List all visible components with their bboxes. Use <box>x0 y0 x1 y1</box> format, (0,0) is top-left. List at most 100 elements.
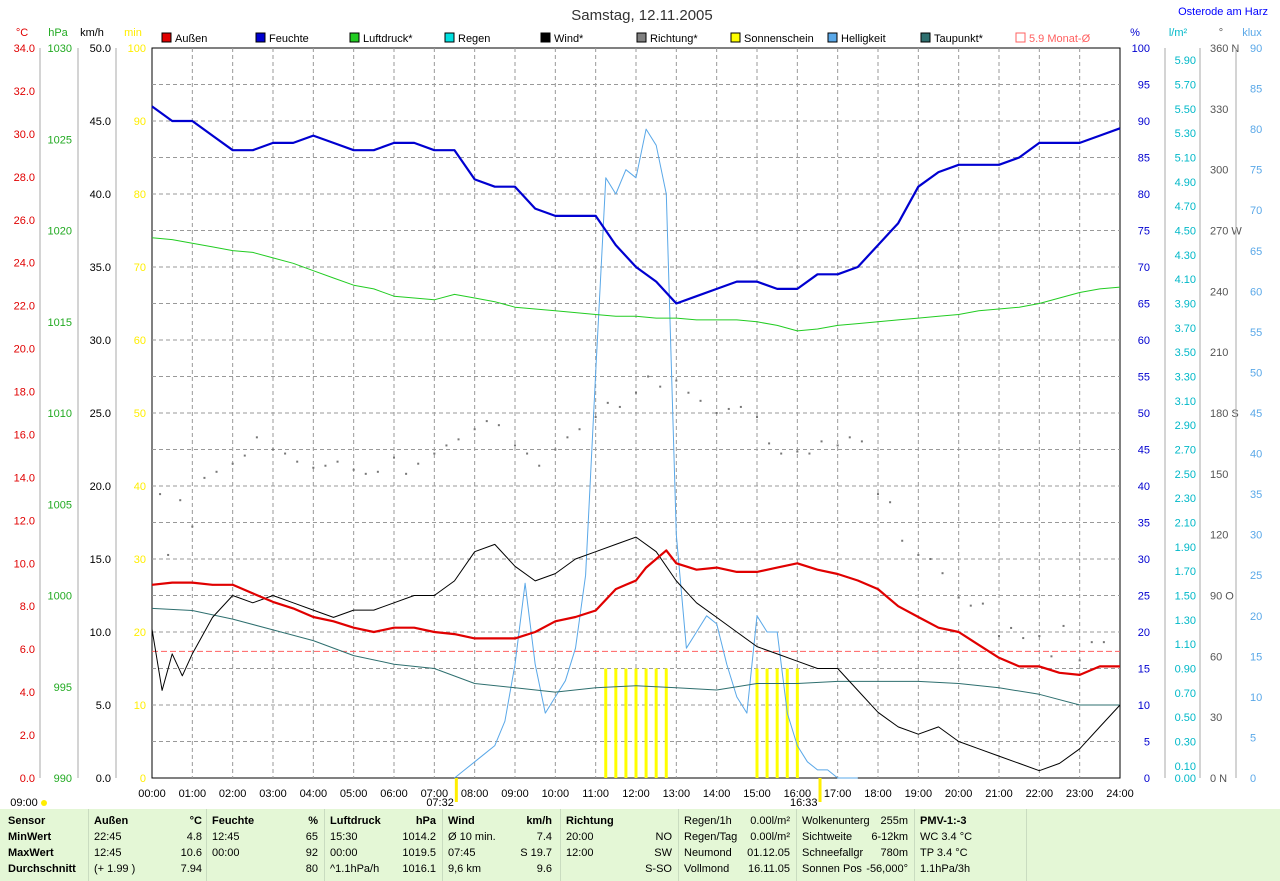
pct-tick-label: 35 <box>1138 518 1150 530</box>
direction-point <box>1062 624 1065 627</box>
rain-tick-label: 0.30 <box>1175 737 1196 749</box>
hpa-tick-label: 990 <box>54 773 72 785</box>
klux-tick-label: 0 <box>1250 773 1256 785</box>
kmh-tick-label: 50.0 <box>90 43 111 55</box>
rain-axis-unit: l/m² <box>1169 27 1188 39</box>
sunshine-bar <box>614 668 618 778</box>
x-tick-label: 09:00 <box>501 788 529 800</box>
klux-tick-label: 20 <box>1250 611 1262 623</box>
direction-point <box>393 456 395 459</box>
rain-tick-label: 4.90 <box>1175 177 1196 189</box>
temp-tick-label: 2.0 <box>20 730 35 742</box>
hpa-tick-label: 995 <box>54 682 72 694</box>
direction-point <box>445 444 448 447</box>
kmh-tick-label: 20.0 <box>90 481 111 493</box>
kmh-tick-label: 45.0 <box>90 116 111 128</box>
temp-tick-label: 12.0 <box>14 515 35 527</box>
temp-tick-label: 30.0 <box>14 129 35 141</box>
direction-point <box>538 464 541 467</box>
location-label: Osterode am Harz <box>1178 6 1268 18</box>
footer-wc: WC 3.4 °C <box>920 831 973 843</box>
direction-point <box>405 472 408 475</box>
direction-point <box>901 539 904 542</box>
direction-point <box>969 604 972 607</box>
footer-regen-tag: 0.00l/m² <box>750 831 790 843</box>
kmh-tick-label: 30.0 <box>90 335 111 347</box>
x-tick-label: 19:00 <box>905 788 933 800</box>
deg-tick-label: 210 <box>1210 347 1228 359</box>
legend-swatch <box>540 32 551 43</box>
legend-swatch <box>255 32 266 43</box>
sunshine-bar <box>604 668 608 778</box>
deg-axis-unit: ° <box>1219 27 1223 39</box>
footer-richtung-col: Richtung 20:00 NO 12:00 SW S-SO <box>566 813 672 877</box>
x-tick-label: 01:00 <box>179 788 207 800</box>
series-luftdruck <box>151 237 1121 332</box>
legend-label: Helligkeit <box>841 33 886 45</box>
pct-tick-label: 80 <box>1138 189 1150 201</box>
footer-wolken: 255m <box>880 815 908 827</box>
direction-point <box>860 440 863 443</box>
temp-tick-label: 16.0 <box>14 429 35 441</box>
x-tick-label: 05:00 <box>340 788 368 800</box>
direction-point <box>1022 637 1025 640</box>
pct-tick-label: 40 <box>1138 481 1150 493</box>
footer-aussen-unit: °C <box>189 815 202 827</box>
sunshine-bar <box>795 668 799 778</box>
legend-label: Außen <box>175 33 207 45</box>
temp-tick-label: 18.0 <box>14 387 35 399</box>
direction-point <box>497 424 500 427</box>
rain-tick-label: 1.70 <box>1175 566 1196 578</box>
direction-point <box>312 466 315 469</box>
direction-point <box>1102 641 1105 644</box>
rain-tick-label: 3.10 <box>1175 396 1196 408</box>
sunset-marker <box>818 778 822 802</box>
min-tick-label: 80 <box>134 189 146 201</box>
direction-point <box>179 499 182 502</box>
direction-point <box>191 525 194 528</box>
sunshine-bar <box>664 668 668 778</box>
footer-feuchte-avg: 80 <box>305 863 318 875</box>
direction-point <box>606 401 609 404</box>
x-tick-label: 08:00 <box>461 788 489 800</box>
kmh-tick-label: 40.0 <box>90 189 111 201</box>
rain-tick-label: 5.70 <box>1175 80 1196 92</box>
deg-tick-label: 270 W <box>1210 226 1242 238</box>
temp-tick-label: 22.0 <box>14 301 35 313</box>
footer-aussen-max: 10.6 <box>180 847 202 859</box>
footer-sicht: 6-12km <box>871 831 908 843</box>
direction-point <box>243 454 246 457</box>
klux-tick-label: 40 <box>1250 449 1262 461</box>
legend-swatch <box>349 32 360 43</box>
direction-point <box>336 460 339 463</box>
pct-tick-label: 75 <box>1138 226 1150 238</box>
sunshine-bar <box>765 668 769 778</box>
footer-wind-max-time: 07:45 <box>448 847 476 859</box>
min-tick-label: 100 <box>128 43 146 55</box>
direction-point <box>687 391 690 394</box>
footer-regen-1h-label: Regen/1h <box>684 815 732 827</box>
direction-point <box>998 635 1000 638</box>
deg-tick-label: 60 <box>1210 651 1222 663</box>
direction-point <box>715 412 718 414</box>
x-tick-label: 21:00 <box>985 788 1013 800</box>
temp-tick-label: 26.0 <box>14 215 35 227</box>
rain-tick-label: 1.30 <box>1175 615 1196 627</box>
rain-tick-label: 0.50 <box>1175 712 1196 724</box>
footer-minwert: MinWert <box>8 831 52 843</box>
direction-point <box>929 558 932 560</box>
rain-tick-label: 5.90 <box>1175 55 1196 67</box>
footer-sonnenpos: -56,000° <box>866 863 908 875</box>
direction-point <box>457 438 460 441</box>
direction-point <box>1090 641 1093 644</box>
kmh-tick-label: 35.0 <box>90 262 111 274</box>
direction-point <box>376 470 379 473</box>
pct-tick-label: 95 <box>1138 80 1150 92</box>
direction-point <box>296 460 299 463</box>
direction-point <box>1078 659 1081 662</box>
start-marker-label: 09:00 <box>10 797 38 806</box>
footer-aussen-min: 4.8 <box>186 831 202 843</box>
hpa-tick-label: 1020 <box>48 226 72 238</box>
x-tick-label: 00:00 <box>138 788 166 800</box>
direction-point <box>159 493 162 496</box>
